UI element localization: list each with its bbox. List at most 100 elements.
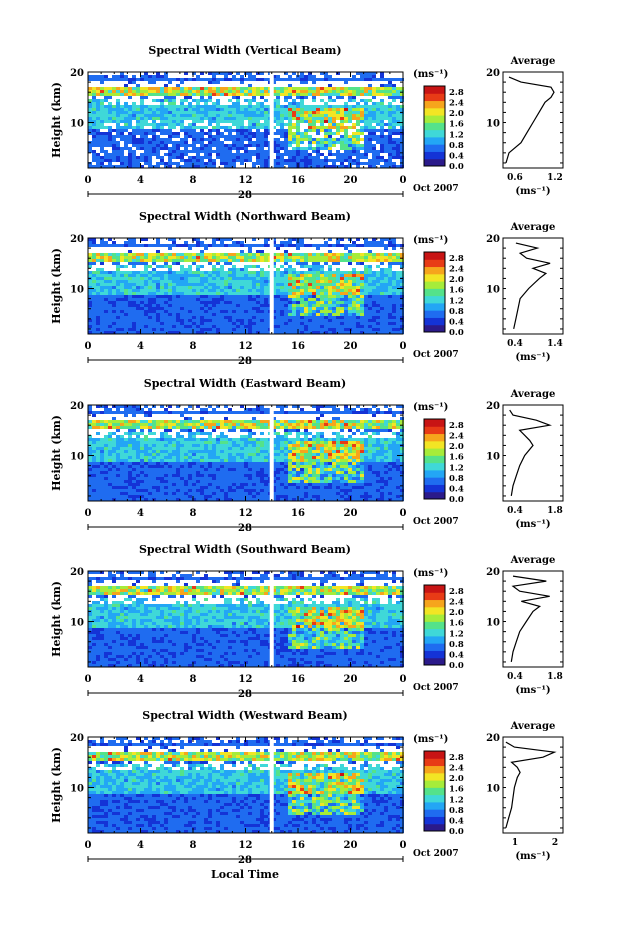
heatmap-cell [196, 259, 200, 262]
heatmap-cell [128, 316, 132, 319]
heatmap-cell [336, 277, 340, 280]
heatmap-cell [96, 75, 100, 78]
heatmap-cell [376, 256, 380, 259]
heatmap-cell [264, 108, 268, 111]
heatmap-cell [160, 459, 164, 462]
heatmap-cell [140, 277, 144, 280]
average-title: Average [510, 56, 556, 67]
heatmap-cell [344, 325, 348, 328]
heatmap-cell [376, 102, 380, 105]
heatmap-cell [160, 120, 164, 123]
heatmap-cell [392, 241, 396, 244]
heatmap-cell [200, 244, 204, 247]
heatmap-cell [168, 283, 172, 286]
heatmap-cell [228, 114, 232, 117]
heatmap-cell [272, 99, 276, 102]
heatmap-cell [128, 495, 132, 498]
heatmap-cell [140, 120, 144, 123]
heatmap-cell [300, 316, 304, 319]
heatmap-cell [344, 310, 348, 313]
month-label: Oct 2007 [413, 184, 459, 194]
xtick-label: 12 [239, 341, 253, 352]
heatmap-cell [312, 162, 316, 165]
heatmap-cell [164, 310, 168, 313]
heatmap-cell [220, 111, 224, 114]
heatmap-cell [152, 432, 156, 435]
heatmap-cell [332, 280, 336, 283]
heatmap-cell [132, 414, 136, 417]
heatmap-cell [148, 447, 152, 450]
heatmap-cell [308, 259, 312, 262]
heatmap-cell [372, 126, 376, 129]
colorbar-swatch [424, 259, 445, 268]
heatmap-cell [152, 483, 156, 486]
heatmap-cell [200, 108, 204, 111]
heatmap-cell [96, 423, 100, 426]
heatmap-cell [400, 159, 404, 162]
heatmap-cell [228, 147, 232, 150]
heatmap-cell [112, 492, 116, 495]
heatmap-cell [272, 265, 276, 268]
heatmap-cell [180, 165, 184, 168]
heatmap-cell [112, 78, 116, 81]
heatmap-cell [236, 259, 240, 262]
heatmap-cell [124, 450, 128, 453]
heatmap-cell [368, 99, 372, 102]
heatmap-cell [156, 111, 160, 114]
heatmap-cell [248, 102, 252, 105]
heatmap-cell [292, 153, 296, 156]
heatmap-cell [332, 313, 336, 316]
heatmap-cell [124, 438, 128, 441]
heatmap-cell [288, 265, 292, 268]
heatmap-cell [96, 405, 100, 408]
heatmap-cell [128, 256, 132, 259]
heatmap-cell [248, 78, 252, 81]
heatmap-cell [296, 153, 300, 156]
heatmap-cell [152, 468, 156, 471]
colorbar-swatch [424, 158, 445, 167]
heatmap-cell [220, 268, 224, 271]
heatmap-cell [148, 429, 152, 432]
heatmap-cell [92, 441, 96, 444]
heatmap-cell [292, 123, 296, 126]
heatmap-cell [248, 259, 252, 262]
heatmap-cell [128, 108, 132, 111]
heatmap-cell [296, 325, 300, 328]
heatmap-cell [336, 132, 340, 135]
heatmap-cell [108, 313, 112, 316]
heatmap-cell [284, 253, 288, 256]
heatmap-cell [152, 486, 156, 489]
heatmap-cell [100, 156, 104, 159]
heatmap-cell [212, 144, 216, 147]
heatmap-cell [108, 316, 112, 319]
heatmap-cell [384, 93, 388, 96]
heatmap-cell [372, 159, 376, 162]
heatmap-cell [120, 405, 124, 408]
heatmap-cell [176, 298, 180, 301]
heatmap-cell [320, 108, 324, 111]
heatmap-cell [104, 93, 108, 96]
heatmap-cell [340, 117, 344, 120]
heatmap-cell [160, 244, 164, 247]
heatmap-cell [328, 84, 332, 87]
heatmap-cell [228, 277, 232, 280]
heatmap-cell [116, 331, 120, 334]
heatmap-cell [276, 138, 280, 141]
heatmap-cell [184, 138, 188, 141]
heatmap-cell [168, 141, 172, 144]
heatmap-cell [156, 117, 160, 120]
colorbar-swatch [424, 281, 445, 289]
heatmap-cell [312, 325, 316, 328]
heatmap-cell [152, 492, 156, 495]
heatmap-cell [124, 331, 128, 334]
heatmap-cell [92, 498, 96, 501]
heatmap-cell [132, 265, 136, 268]
heatmap-cell [208, 162, 212, 165]
heatmap-cell [316, 138, 320, 141]
colorbar-tick-label: 0.4 [449, 151, 464, 161]
heatmap-cell [204, 307, 208, 310]
heatmap-cell [160, 423, 164, 426]
heatmap-cell [348, 159, 352, 162]
heatmap-cell [88, 87, 92, 90]
heatmap-cell [116, 135, 120, 138]
